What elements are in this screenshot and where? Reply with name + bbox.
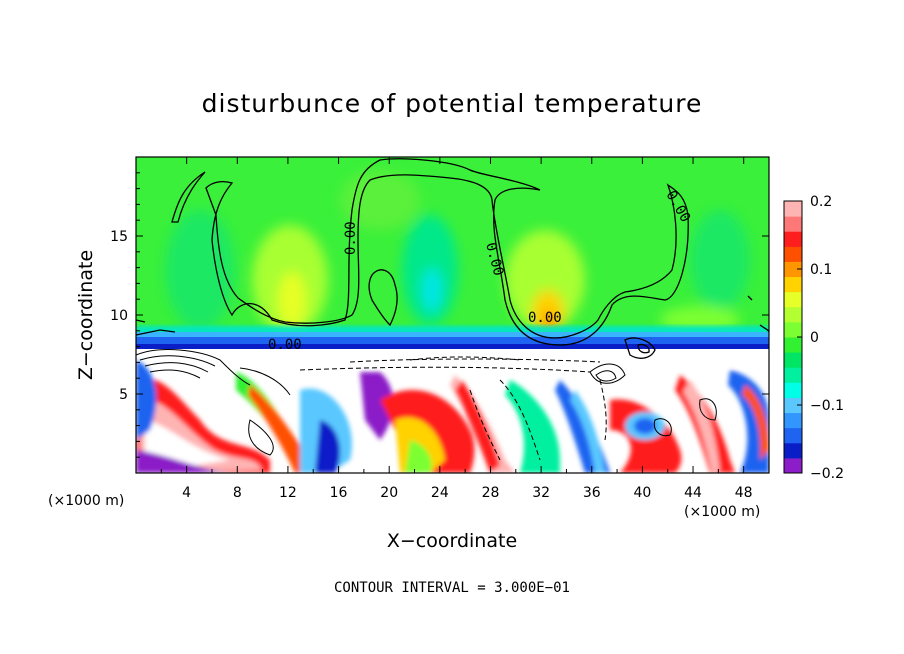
colorbar-swatch: [784, 261, 802, 278]
colorbar-swatch: [784, 352, 802, 368]
y-tick-label: 10: [110, 308, 128, 324]
colorbar-tick-label: −0.2: [810, 466, 844, 482]
contour-lines: [136, 158, 769, 359]
contour-label-2: 0.00: [528, 310, 562, 326]
lower-contours: [136, 349, 717, 461]
chart-title: disturbunce of potential temperature: [202, 89, 703, 118]
upper-anomalies: [165, 170, 750, 335]
colorbar-tick-label: −0.1: [810, 398, 844, 414]
x-axis-label: X−coordinate: [387, 530, 517, 552]
x-tick-label: 28: [482, 485, 500, 501]
contour-label-3: 0.00: [343, 221, 359, 255]
x-tick-label: 40: [633, 485, 651, 501]
colorbar-swatch: [784, 276, 802, 293]
x-tick-label: 48: [735, 485, 753, 501]
contour-interval-note: CONTOUR INTERVAL = 3.000E−01: [334, 580, 570, 596]
colorbar-tick-label: 0: [810, 330, 819, 346]
colorbar-swatch: [784, 397, 802, 414]
contour-label-1: 0.00: [268, 337, 302, 353]
colorbar-swatch: [784, 367, 802, 383]
x-tick-label: 4: [182, 485, 191, 501]
colorbar-swatch: [784, 412, 802, 429]
colorbar-swatch: [784, 291, 802, 308]
colorbar-swatch: [784, 306, 802, 323]
colorbar-tick-label: 0.2: [810, 194, 832, 210]
x-unit-right: (×1000 m): [684, 504, 760, 520]
x-tick-label: 12: [279, 485, 297, 501]
x-tick-label: 8: [233, 485, 242, 501]
y-tick-label: 5: [119, 387, 128, 403]
colorbar: 0.2 0.1 0 −0.1 −0.2: [783, 194, 844, 482]
field: 0.00 0.00 0.00 0.00 0.00: [136, 157, 769, 473]
x-tick-label: 16: [330, 485, 348, 501]
colorbar-swatch: [784, 216, 802, 232]
x-tick-label: 32: [532, 485, 550, 501]
colorbar-swatch: [784, 457, 802, 474]
y-axis-label: Z−coordinate: [75, 250, 97, 380]
colorbar-swatch: [784, 201, 802, 217]
y-tick-label: 15: [110, 229, 128, 245]
x-unit-left: (×1000 m): [48, 493, 124, 509]
x-tick-label: 20: [380, 485, 398, 501]
colorbar-swatch: [784, 442, 802, 459]
colorbar-swatch: [784, 231, 802, 247]
colorbar-swatch: [784, 337, 802, 353]
x-tick-label: 44: [684, 485, 702, 501]
colorbar-tick-label: 0.1: [810, 262, 832, 278]
x-axis: 4 8 12 16 20 24 28 32 36 40 44 48: [160, 157, 753, 501]
colorbar-swatch: [784, 321, 802, 338]
colorbar-swatch: [784, 427, 802, 444]
colorbar-swatch: [784, 246, 802, 262]
colorbar-swatch: [784, 382, 802, 398]
y-axis: 5 10 15: [110, 172, 769, 458]
x-tick-label: 36: [583, 485, 601, 501]
x-tick-label: 24: [431, 485, 449, 501]
